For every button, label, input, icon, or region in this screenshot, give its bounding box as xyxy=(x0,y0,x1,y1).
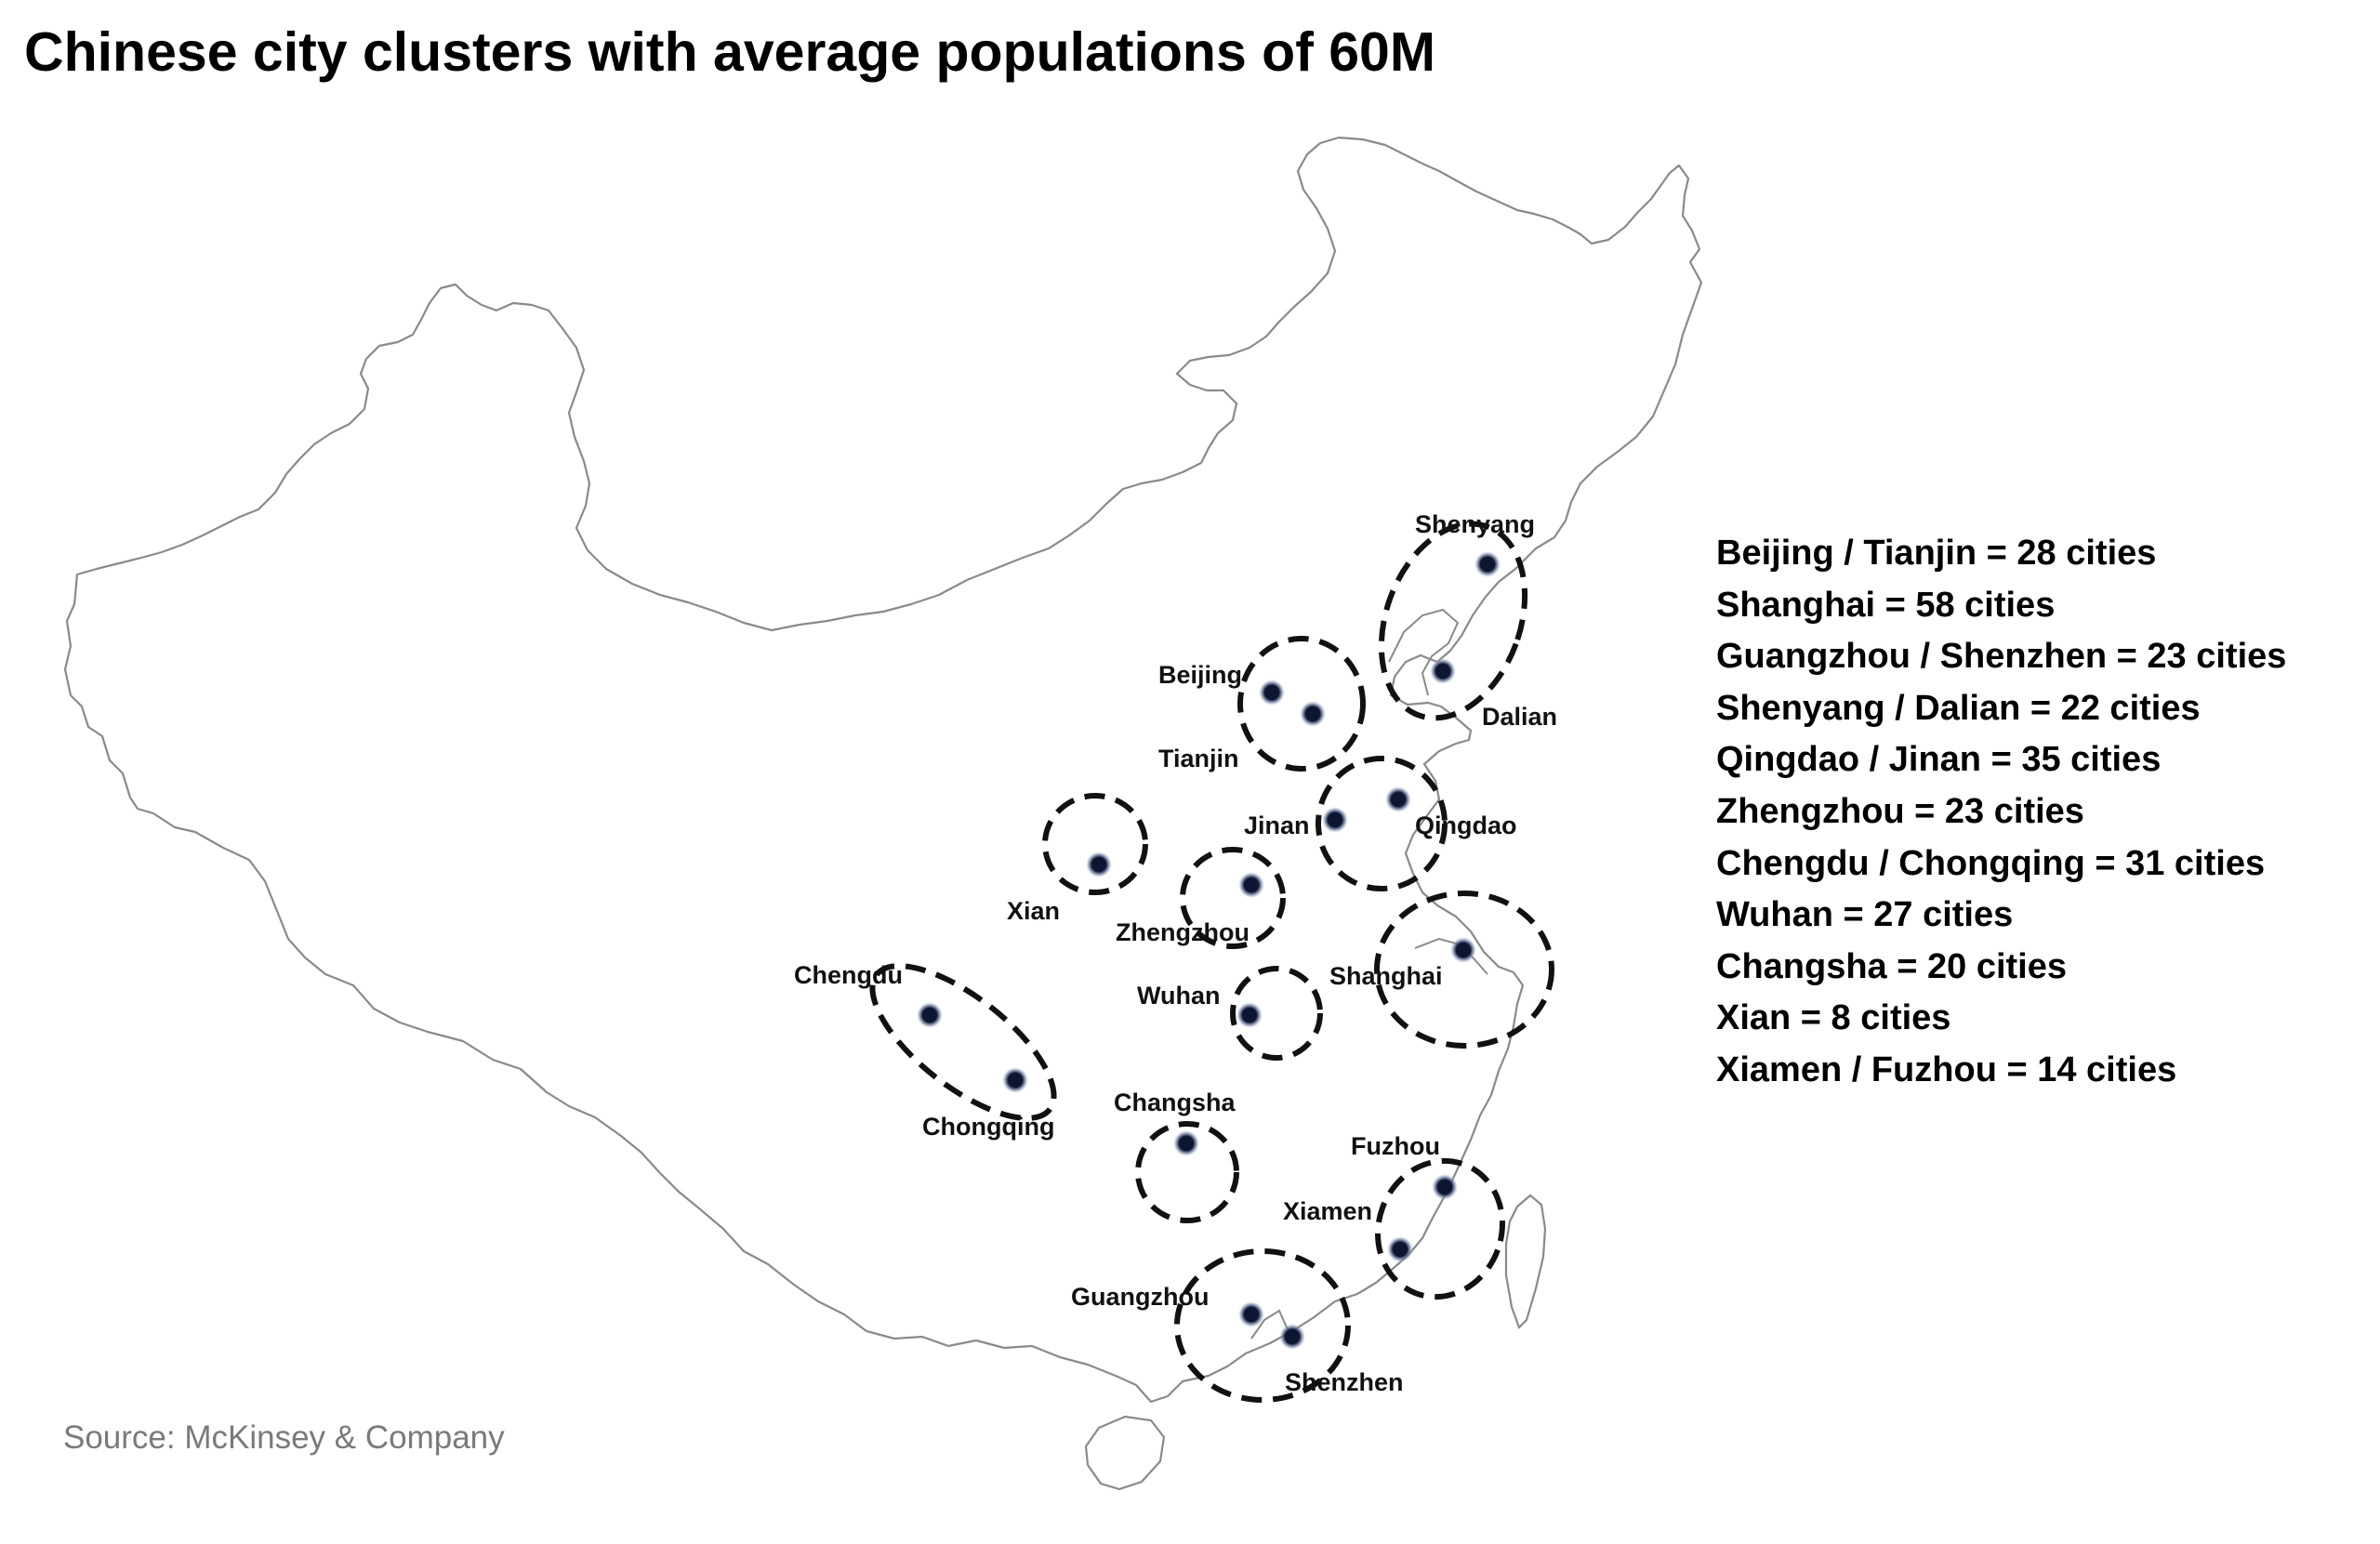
city-label-qingdao: Qingdao xyxy=(1415,812,1517,839)
mainland-outline xyxy=(63,136,1703,1404)
city-dot-shenyang[interactable] xyxy=(1474,551,1501,577)
cluster-ring-shanghai xyxy=(1374,891,1554,1049)
cluster-legend: Beijing / Tianjin = 28 cities Shanghai =… xyxy=(1716,528,2286,1097)
cluster-ring-beijing-tianjin xyxy=(1237,636,1366,772)
city-label-xiamen: Xiamen xyxy=(1283,1197,1372,1225)
city-dot-shenzhen[interactable] xyxy=(1279,1324,1305,1350)
city-label-zhengzhou: Zhengzhou xyxy=(1116,918,1250,946)
city-label-dalian: Dalian xyxy=(1482,703,1557,731)
city-dot-guangzhou[interactable] xyxy=(1238,1301,1264,1327)
city-dot-dalian[interactable] xyxy=(1430,658,1456,684)
city-dots xyxy=(917,551,1501,1350)
city-dot-zhengzhou[interactable] xyxy=(1238,872,1264,898)
legend-item: Shanghai = 58 cities xyxy=(1716,585,2056,625)
legend-item: Wuhan = 27 cities xyxy=(1716,895,2014,935)
city-dot-xian[interactable] xyxy=(1086,851,1112,878)
source-note: Source: McKinsey & Company xyxy=(63,1419,505,1456)
taiwan-island-outline xyxy=(1504,1194,1547,1329)
legend-item: Xiamen / Fuzhou = 14 cities xyxy=(1716,1049,2177,1089)
city-label-chengdu: Chengdu xyxy=(794,961,903,989)
hainan-island-outline xyxy=(1084,1415,1166,1491)
city-label-guangzhou: Guangzhou xyxy=(1071,1283,1209,1311)
cluster-ring-chengdu-chongqing xyxy=(869,963,1057,1121)
city-label-shenyang: Shenyang xyxy=(1415,510,1535,538)
legend-item: Chengdu / Chongqing = 31 cities xyxy=(1716,843,2266,883)
city-label-xian: Xian xyxy=(1007,897,1060,925)
city-dot-jinan[interactable] xyxy=(1322,807,1348,833)
cluster-ring-wuhan xyxy=(1230,966,1323,1061)
city-labels: Shenyang Dalian Beijing Tianjin Jinan Qi… xyxy=(794,510,1557,1396)
legend-item: Shenyang / Dalian = 22 cities xyxy=(1716,688,2201,728)
city-dot-changsha[interactable] xyxy=(1173,1130,1199,1156)
city-dot-qingdao[interactable] xyxy=(1385,786,1411,812)
cluster-ring-jinan-qingdao xyxy=(1316,756,1448,891)
cluster-ring-changsha xyxy=(1135,1121,1239,1223)
legend-item: Xian = 8 cities xyxy=(1716,998,1951,1038)
city-dot-tianjin[interactable] xyxy=(1300,701,1326,727)
city-label-fuzhou: Fuzhou xyxy=(1351,1132,1440,1160)
legend-item: Qingdao / Jinan = 35 cities xyxy=(1716,740,2162,780)
city-label-beijing: Beijing xyxy=(1158,661,1242,689)
bohai-coast-detail xyxy=(1388,608,1460,696)
legend-item: Guangzhou / Shenzhen = 23 cities xyxy=(1716,637,2287,677)
city-dot-beijing[interactable] xyxy=(1259,680,1285,706)
page-title: Chinese city clusters with average popul… xyxy=(24,21,1436,83)
city-label-shanghai: Shanghai xyxy=(1329,962,1443,990)
city-label-changsha: Changsha xyxy=(1114,1089,1236,1116)
cluster-ring-guangzhou-shenzhen xyxy=(1174,1248,1351,1403)
city-dot-chongqing[interactable] xyxy=(1002,1067,1028,1093)
cluster-ring-shenyang-dalian xyxy=(1378,521,1528,721)
city-label-wuhan: Wuhan xyxy=(1137,982,1221,1010)
legend-item: Beijing / Tianjin = 28 cities xyxy=(1716,534,2157,573)
legend-item: Zhengzhou = 23 cities xyxy=(1716,791,2084,831)
city-dot-chengdu[interactable] xyxy=(917,1002,943,1028)
city-label-chongqing: Chongqing xyxy=(922,1113,1054,1141)
legend-item: Changsha = 20 cities xyxy=(1716,946,2067,986)
city-label-jinan: Jinan xyxy=(1244,812,1310,839)
cluster-ring-xiamen-fuzhou xyxy=(1375,1157,1505,1300)
city-dot-wuhan[interactable] xyxy=(1236,1002,1263,1028)
cluster-rings xyxy=(869,521,1554,1403)
cluster-ring-zhengzhou xyxy=(1180,847,1286,949)
city-label-tianjin: Tianjin xyxy=(1158,745,1239,772)
city-label-shenzhen: Shenzhen xyxy=(1285,1368,1404,1396)
city-dot-shanghai[interactable] xyxy=(1450,937,1476,963)
cluster-ring-xian xyxy=(1042,793,1148,895)
city-dot-fuzhou[interactable] xyxy=(1432,1174,1458,1200)
city-dot-xiamen[interactable] xyxy=(1387,1236,1413,1262)
